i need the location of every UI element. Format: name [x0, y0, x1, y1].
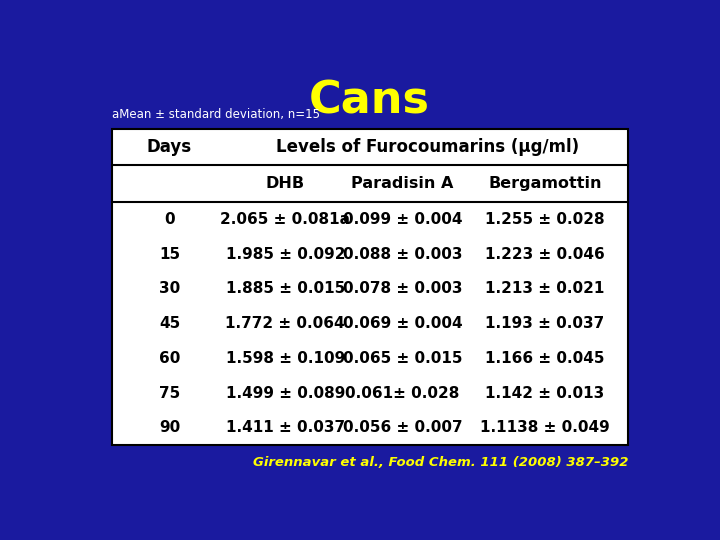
Text: 90: 90	[159, 420, 180, 435]
Text: 0.069 ± 0.004: 0.069 ± 0.004	[343, 316, 462, 331]
Text: Levels of Furocoumarins (μg/ml): Levels of Furocoumarins (μg/ml)	[276, 138, 579, 156]
Text: Cans: Cans	[308, 79, 430, 123]
Text: 1.193 ± 0.037: 1.193 ± 0.037	[485, 316, 604, 331]
Text: 30: 30	[159, 281, 180, 296]
Text: 1.213 ± 0.021: 1.213 ± 0.021	[485, 281, 605, 296]
Text: 0.088 ± 0.003: 0.088 ± 0.003	[343, 247, 462, 262]
Text: 1.411 ± 0.037: 1.411 ± 0.037	[226, 420, 345, 435]
Text: 0: 0	[164, 212, 175, 227]
Text: 1.985 ± 0.092: 1.985 ± 0.092	[225, 247, 345, 262]
Text: 75: 75	[159, 386, 180, 401]
Text: Girennavar et al., Food Chem. 111 (2008) 387–392: Girennavar et al., Food Chem. 111 (2008)…	[253, 456, 629, 469]
Text: 1.223 ± 0.046: 1.223 ± 0.046	[485, 247, 605, 262]
Text: DHB: DHB	[266, 176, 305, 191]
Text: 1.499 ± 0.089: 1.499 ± 0.089	[225, 386, 345, 401]
Text: 1.598 ± 0.109: 1.598 ± 0.109	[225, 351, 345, 366]
Text: 0.078 ± 0.003: 0.078 ± 0.003	[343, 281, 462, 296]
Text: 1.255 ± 0.028: 1.255 ± 0.028	[485, 212, 605, 227]
Text: 45: 45	[159, 316, 180, 331]
Text: 0.056 ± 0.007: 0.056 ± 0.007	[343, 420, 462, 435]
Text: aMean ± standard deviation, n=15: aMean ± standard deviation, n=15	[112, 109, 320, 122]
Text: Bergamottin: Bergamottin	[488, 176, 601, 191]
Text: 0.065 ± 0.015: 0.065 ± 0.015	[343, 351, 462, 366]
Text: 1.1138 ± 0.049: 1.1138 ± 0.049	[480, 420, 610, 435]
Text: 1.142 ± 0.013: 1.142 ± 0.013	[485, 386, 604, 401]
Text: 1.772 ± 0.064: 1.772 ± 0.064	[225, 316, 345, 331]
Text: 2.065 ± 0.081a: 2.065 ± 0.081a	[220, 212, 351, 227]
Text: Paradisin A: Paradisin A	[351, 176, 454, 191]
Text: 60: 60	[159, 351, 180, 366]
Text: Days: Days	[147, 138, 192, 156]
Text: 15: 15	[159, 247, 180, 262]
Text: 1.885 ± 0.015: 1.885 ± 0.015	[225, 281, 345, 296]
Text: 0.061± 0.028: 0.061± 0.028	[346, 386, 459, 401]
Text: 1.166 ± 0.045: 1.166 ± 0.045	[485, 351, 605, 366]
Text: 0.099 ± 0.004: 0.099 ± 0.004	[343, 212, 462, 227]
